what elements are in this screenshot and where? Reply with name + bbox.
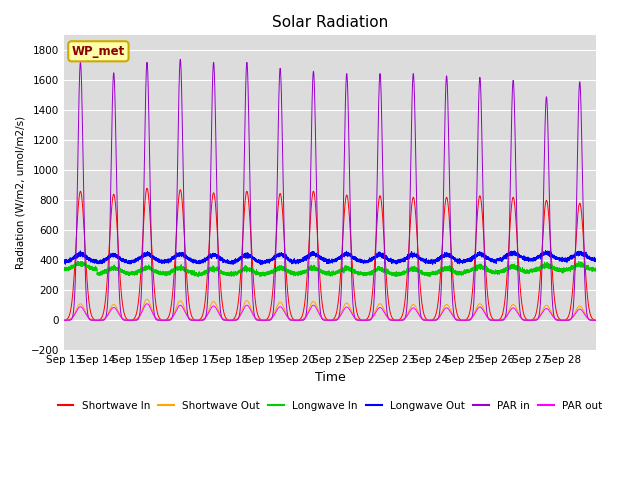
Line: Longwave In: Longwave In <box>64 261 596 277</box>
PAR out <box>143 301 151 307</box>
X-axis label: Time: Time <box>315 371 346 384</box>
Shortwave In <box>398 313 406 319</box>
Legend: Shortwave In, Shortwave Out, Longwave In, Longwave Out, PAR in, PAR out: Shortwave In, Shortwave Out, Longwave In… <box>54 396 607 415</box>
Longwave Out <box>253 259 260 264</box>
Shortwave Out <box>253 316 260 322</box>
Y-axis label: Radiation (W/m2, umol/m2/s): Radiation (W/m2, umol/m2/s) <box>15 116 25 269</box>
Longwave In <box>593 265 600 271</box>
Shortwave In <box>60 317 68 323</box>
PAR out <box>593 317 600 323</box>
Shortwave In <box>593 317 600 323</box>
Shortwave Out <box>60 317 68 323</box>
Longwave In <box>60 266 68 272</box>
Shortwave In <box>375 197 383 203</box>
Line: Shortwave Out: Shortwave Out <box>64 299 596 320</box>
Shortwave Out <box>398 317 406 323</box>
Text: WP_met: WP_met <box>72 45 125 58</box>
Line: Longwave Out: Longwave Out <box>64 251 596 264</box>
PAR in <box>60 317 68 323</box>
Shortwave In <box>143 185 151 191</box>
PAR in <box>398 317 406 323</box>
Longwave Out <box>455 260 463 265</box>
Shortwave Out <box>86 316 94 322</box>
Longwave Out <box>257 262 265 267</box>
Shortwave In <box>86 309 94 315</box>
Shortwave In <box>455 315 463 321</box>
Longwave Out <box>541 248 549 253</box>
Shortwave Out <box>375 301 383 307</box>
PAR out <box>253 316 260 322</box>
Line: PAR in: PAR in <box>64 60 596 320</box>
PAR in <box>253 317 260 323</box>
Line: PAR out: PAR out <box>64 304 596 320</box>
Shortwave In <box>483 286 491 292</box>
PAR in <box>455 317 463 323</box>
Longwave Out <box>593 256 600 262</box>
PAR in <box>177 57 184 62</box>
PAR out <box>455 317 463 323</box>
Longwave In <box>375 266 383 272</box>
Longwave Out <box>375 252 383 258</box>
PAR in <box>593 317 600 323</box>
Longwave Out <box>483 256 491 262</box>
Shortwave Out <box>593 317 600 323</box>
Longwave Out <box>86 256 94 262</box>
Shortwave Out <box>483 313 491 319</box>
Longwave In <box>195 274 202 280</box>
PAR in <box>483 311 491 317</box>
Longwave In <box>483 268 491 274</box>
Longwave In <box>455 270 463 276</box>
Longwave In <box>87 265 95 271</box>
Longwave In <box>399 270 406 276</box>
PAR out <box>60 317 68 323</box>
PAR in <box>375 90 383 96</box>
Shortwave Out <box>455 317 463 323</box>
Shortwave Out <box>143 296 151 302</box>
Line: Shortwave In: Shortwave In <box>64 188 596 320</box>
PAR out <box>86 316 94 322</box>
PAR in <box>86 317 94 323</box>
Longwave In <box>74 258 81 264</box>
Shortwave In <box>253 307 260 313</box>
Longwave Out <box>398 259 406 264</box>
PAR out <box>375 305 383 311</box>
Longwave In <box>253 270 260 276</box>
PAR out <box>398 317 406 323</box>
Longwave Out <box>60 259 68 264</box>
Title: Solar Radiation: Solar Radiation <box>272 15 388 30</box>
PAR out <box>483 314 491 320</box>
